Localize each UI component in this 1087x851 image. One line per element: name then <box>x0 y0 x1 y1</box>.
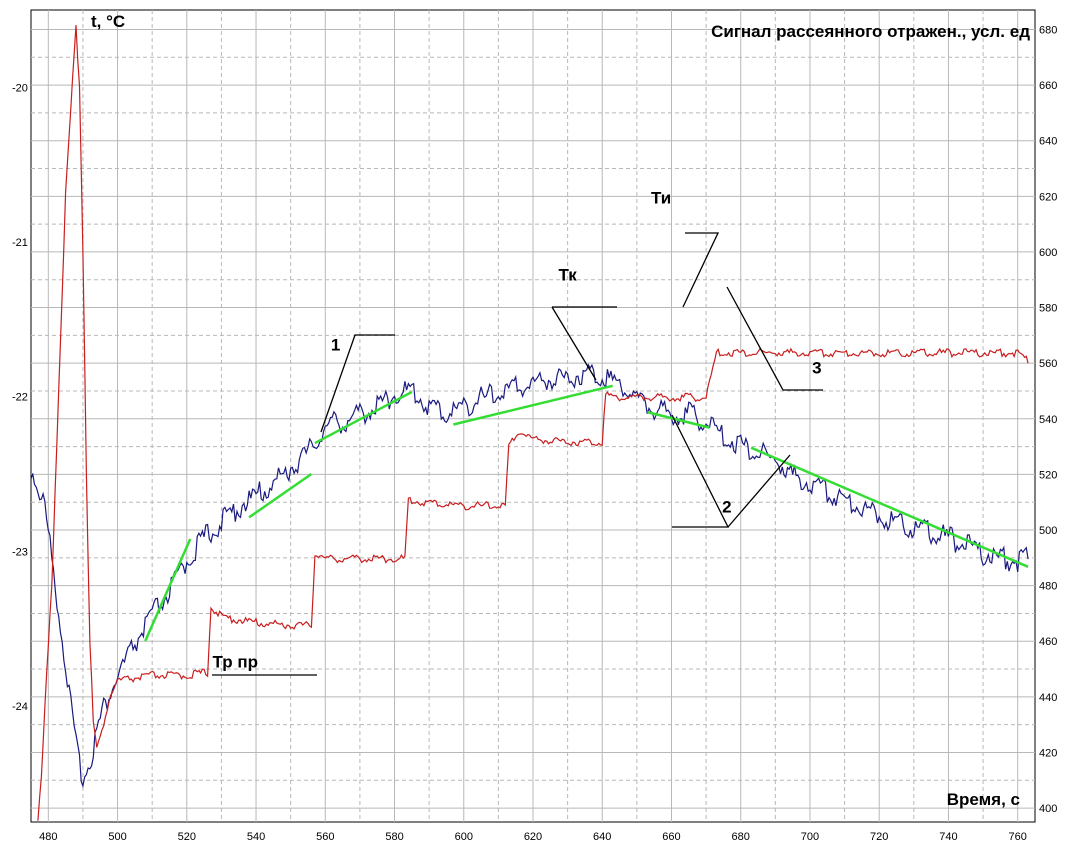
callout-leader <box>727 454 791 528</box>
right-tick-label: 520 <box>1039 469 1057 481</box>
signal-series-line <box>30 363 1029 789</box>
fit-line <box>453 384 613 426</box>
callout-leader <box>726 286 823 391</box>
annotations: 1 2 3 Тк Ти Тр пр <box>213 188 822 671</box>
right-tick-label: 680 <box>1039 24 1057 36</box>
right-tick-label: 500 <box>1039 525 1057 537</box>
x-tick-label: 720 <box>870 831 888 843</box>
right-tick-label: 440 <box>1039 692 1057 704</box>
x-tick-label: 620 <box>524 831 542 843</box>
right-tick-label: 660 <box>1039 80 1057 92</box>
fit-line <box>144 538 192 642</box>
left-tick-label: -21 <box>12 237 28 249</box>
fit-line <box>248 472 313 519</box>
x-tick-label: 660 <box>662 831 680 843</box>
x-tick-label: 560 <box>316 831 334 843</box>
callout-leader <box>320 334 395 433</box>
right-tick-label: 580 <box>1039 303 1057 315</box>
x-tick-label: 500 <box>108 831 126 843</box>
callout-leader <box>682 232 720 308</box>
fit-lines <box>144 384 1029 642</box>
callout-leader <box>551 306 597 381</box>
right-tick-label: 460 <box>1039 636 1057 648</box>
annotation-label: Ти <box>651 188 671 207</box>
right-tick-label: 560 <box>1039 358 1057 370</box>
x-tick-label: 520 <box>178 831 196 843</box>
right-tick-label: 400 <box>1039 803 1057 815</box>
x-tick-label: 580 <box>385 831 403 843</box>
fit-line <box>646 410 710 429</box>
x-tick-label: 700 <box>801 831 819 843</box>
right-axis-ticks: 400 420 440 460 480 500 520 540 560 580 600 620 640 6… <box>1039 24 1057 815</box>
left-tick-label: -23 <box>12 546 28 558</box>
right-tick-label: 620 <box>1039 191 1057 203</box>
annotation-label: 2 <box>722 498 731 517</box>
fit-line <box>314 390 413 445</box>
x-axis-label: Время, с <box>947 790 1020 809</box>
left-tick-label: -22 <box>12 392 28 404</box>
right-axis-label: Сигнал рассеянного отражен., усл. ед <box>711 22 1030 41</box>
series-lines <box>30 25 1029 821</box>
x-tick-label: 540 <box>247 831 265 843</box>
x-axis-ticks: 480 500 520 540 560 580 600 620 640 660 680 700 720 7… <box>39 831 1027 843</box>
fit-line <box>750 446 1029 568</box>
right-tick-label: 640 <box>1039 136 1057 148</box>
x-tick-label: 760 <box>1009 831 1027 843</box>
annotation-label: Тр пр <box>213 652 259 671</box>
annotation-label: 1 <box>331 335 340 354</box>
right-tick-label: 540 <box>1039 414 1057 426</box>
left-tick-label: -24 <box>12 701 28 713</box>
annotation-label: 3 <box>812 358 821 377</box>
x-tick-label: 740 <box>939 831 957 843</box>
x-tick-label: 600 <box>455 831 473 843</box>
grid <box>31 10 1035 822</box>
right-tick-label: 480 <box>1039 581 1057 593</box>
right-tick-label: 420 <box>1039 747 1057 759</box>
annotation-label: Тк <box>558 266 577 285</box>
right-tick-label: 600 <box>1039 247 1057 259</box>
callouts <box>212 232 823 676</box>
left-tick-label: -20 <box>12 82 28 94</box>
temperature-series-line <box>37 25 1029 821</box>
x-tick-label: 680 <box>732 831 750 843</box>
x-tick-label: 640 <box>593 831 611 843</box>
left-axis-ticks: -20 -21 -22 -23 -24 <box>12 82 28 713</box>
x-tick-label: 480 <box>39 831 57 843</box>
left-axis-label: t, °C <box>91 12 125 31</box>
